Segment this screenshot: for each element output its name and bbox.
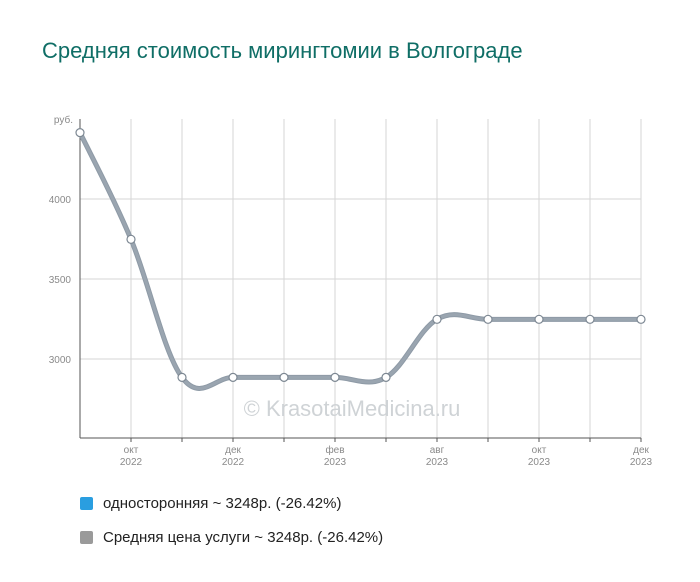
legend-item[interactable]: Средняя цена услуги ~ 3248р. (-26.42%): [80, 520, 383, 554]
x-tick-label-year: 2023: [528, 457, 551, 468]
x-tick-label-month: авг: [430, 445, 445, 456]
data-point: [279, 372, 289, 382]
legend-label: Средняя цена услуги ~ 3248р. (-26.42%): [103, 528, 384, 546]
y-tick-label: 4000: [49, 195, 72, 206]
x-tick-label-year: 2023: [630, 457, 653, 468]
points-group: [75, 128, 646, 382]
legend-swatch-one-sided: [80, 496, 93, 510]
grid: [80, 119, 642, 438]
legend-label: односторонняя ~ 3248р. (-26.42%): [103, 494, 342, 512]
x-tick-label-month: окт: [532, 445, 547, 456]
data-point: [534, 314, 544, 324]
data-point: [126, 234, 136, 244]
data-point: [483, 314, 493, 324]
legend-item[interactable]: односторонняя ~ 3248р. (-26.42%): [80, 486, 383, 520]
x-tick-label-month: фев: [325, 444, 344, 456]
y-tick-label: 3500: [49, 275, 72, 286]
y-tick-label: 3000: [49, 355, 72, 366]
series-line: [78, 131, 643, 390]
x-tick-label-month: дек: [633, 445, 649, 456]
x-tick-label-year: 2023: [324, 457, 347, 468]
x-tick-label-year: 2022: [120, 457, 143, 468]
data-point: [330, 372, 340, 382]
x-tick-label-month: дек: [225, 445, 241, 456]
tick-labels: руб.300035004000окт2022дек2022фев2023авг…: [49, 114, 653, 468]
x-tick-label-month: окт: [124, 445, 139, 456]
line-chart: © KrasotaiMedicina.ru руб. 3000 3500 4000 ок…: [49, 114, 653, 468]
chart-title: Средняя стоимость мирингтомии в Волгогра…: [42, 38, 523, 63]
data-point: [177, 372, 187, 382]
watermark: © KrasotaiMedicina.ru: [244, 396, 461, 421]
series-line: [77, 130, 644, 391]
data-point: [75, 128, 85, 138]
data-point: [432, 314, 442, 324]
y-unit-label: руб.: [54, 114, 73, 126]
data-point: [228, 372, 238, 382]
axes: [79, 119, 642, 442]
data-point: [585, 314, 595, 324]
x-tick-label-year: 2023: [426, 457, 449, 468]
x-tick-label-year: 2022: [222, 457, 245, 468]
legend: односторонняя ~ 3248р. (-26.42%) Средняя…: [80, 486, 383, 554]
data-point: [636, 314, 646, 324]
series-group: [77, 130, 644, 391]
data-point: [381, 372, 391, 382]
legend-swatch-average: [80, 530, 93, 544]
